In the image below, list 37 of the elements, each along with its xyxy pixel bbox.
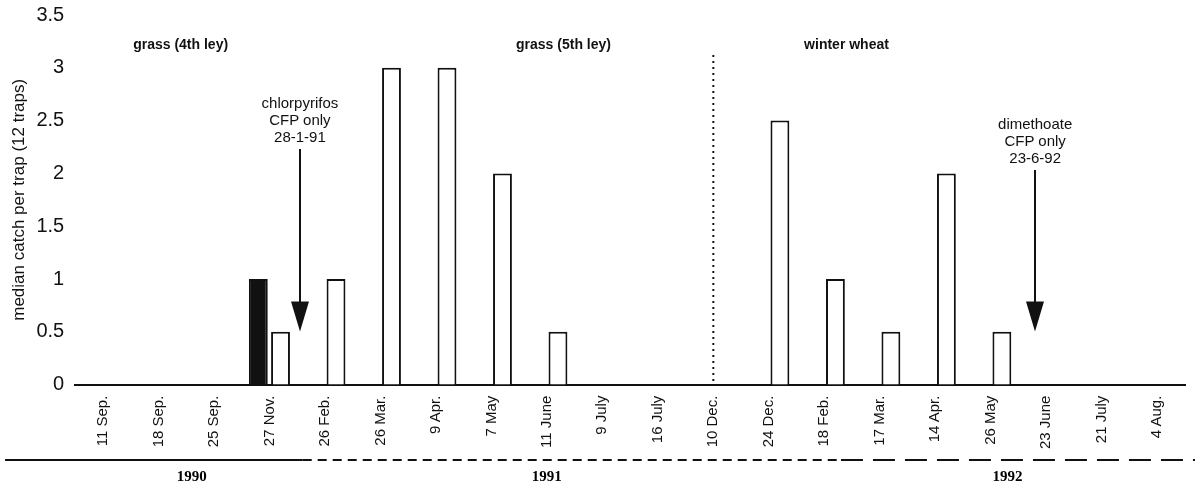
y-tick-label: 3: [53, 55, 65, 78]
x-tick-label: 24 Dec.: [758, 395, 776, 448]
x-tick-label: 18 Feb.: [814, 395, 832, 447]
y-tick-label: 0: [53, 372, 65, 395]
x-tick-label: 16 July: [647, 395, 665, 444]
x-tick-label: 11 Sep.: [93, 395, 111, 447]
x-tick-label: 26 Feb.: [315, 395, 333, 447]
x-tick-label: 9 Apr.: [426, 395, 444, 434]
text: 1990: [176, 468, 207, 485]
y-tick-label: 2.5: [36, 108, 65, 131]
x-tick-label: 11 June: [537, 395, 555, 448]
x-tick-label: 27 Nov.: [259, 395, 277, 447]
text: 1992: [992, 468, 1023, 485]
annotation: chlorpyrifos CFP only 28-1-91: [261, 94, 339, 146]
text: 1991: [531, 468, 562, 485]
x-tick-label: 23 June: [1036, 395, 1054, 450]
annotation: grass (5th ley): [516, 36, 611, 53]
x-tick-label: 26 May: [980, 395, 998, 445]
y-axis-title: median catch per trap (12 traps): [8, 78, 28, 321]
x-tick-label: 25 Sep.: [204, 395, 222, 448]
annotation: winter wheat: [804, 36, 889, 53]
y-tick-label: 1: [53, 266, 65, 289]
y-tick-label: 3.5: [36, 2, 65, 25]
x-tick-label: 7 May: [481, 395, 499, 437]
annotation: grass (4th ley): [133, 36, 229, 53]
y-tick-label: 1.5: [36, 213, 65, 236]
x-tick-label: 14 Apr.: [925, 395, 943, 443]
x-tick-label: 26 Mar.: [370, 395, 388, 446]
x-tick-label: 17 Mar.: [869, 395, 887, 446]
y-tick-label: 0.5: [36, 319, 65, 342]
x-tick-label: 21 July: [1091, 395, 1109, 444]
x-tick-label: 18 Sep.: [148, 395, 166, 448]
y-tick-label: 2: [53, 160, 65, 183]
x-tick-label: 4 Aug.: [1147, 395, 1165, 439]
x-tick-label: 9 July: [592, 395, 610, 435]
x-tick-label: 10 Dec.: [703, 395, 721, 448]
annotation: dimethoate CFP only 23-6-92: [998, 115, 1073, 167]
